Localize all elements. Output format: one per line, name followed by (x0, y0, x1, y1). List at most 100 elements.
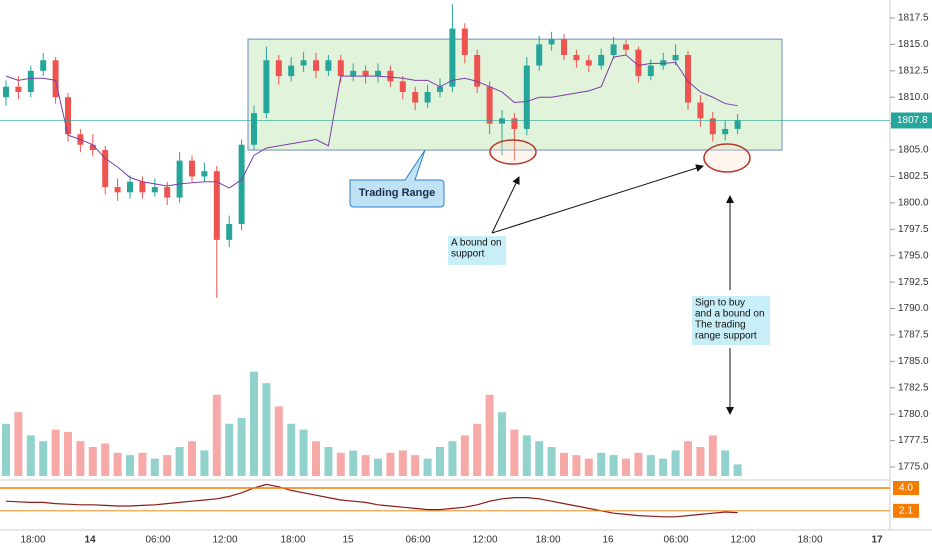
y-tick-label: 1797.5 (898, 224, 929, 235)
volume-bar (572, 455, 581, 476)
volume-bar (398, 450, 407, 476)
volume-bar (212, 394, 221, 476)
volume-bar (361, 455, 370, 476)
volume-bar (39, 441, 48, 476)
last-price-label: 1807.8 (897, 115, 928, 126)
candle-body (709, 118, 716, 135)
x-tick-label: 06:00 (663, 535, 688, 546)
candle-body (127, 181, 133, 193)
candle-body (176, 160, 183, 198)
candle-body (536, 44, 543, 66)
candle-body (573, 54, 580, 61)
candle-body (300, 60, 307, 66)
volume-bar (646, 455, 655, 476)
x-tick-label: 15 (342, 535, 354, 546)
volume-bar (188, 441, 196, 476)
y2-tick-label: 2.1 (899, 505, 913, 516)
candle-body (647, 65, 654, 77)
volume-bar (535, 441, 544, 476)
volume-bar (138, 452, 147, 476)
volume-bar (163, 455, 172, 476)
level-badge (893, 503, 919, 518)
candle-body (623, 44, 629, 50)
candle-body (362, 70, 369, 77)
candle-body (263, 60, 270, 114)
candle-body (114, 187, 121, 193)
candle-body (189, 160, 195, 177)
volume-bar (126, 455, 134, 476)
candle-body (598, 54, 605, 66)
y-tick-label: 1782.5 (898, 382, 929, 393)
volume-bar (262, 383, 271, 476)
volume-bar (708, 435, 717, 476)
y-tick-label: 1805.0 (898, 145, 929, 156)
y-tick-label: 1810.0 (898, 92, 929, 103)
annotation-text: support (451, 249, 485, 260)
x-tick-label: 18:00 (535, 535, 560, 546)
volume-bar (175, 447, 184, 476)
volume-bar (733, 464, 742, 476)
candle-body (474, 54, 481, 87)
x-tick-label: 06:00 (145, 535, 170, 546)
candle-body (585, 60, 592, 66)
volume-bar (560, 452, 568, 476)
candle-body (449, 28, 456, 87)
candle-body (350, 70, 357, 77)
annotation-box (692, 296, 770, 345)
volume-bar (386, 452, 395, 476)
volume-bar (721, 450, 730, 476)
volume-bar (76, 441, 85, 476)
volume-bar (14, 412, 23, 476)
y-tick-label: 1792.5 (898, 277, 929, 288)
arrow (491, 164, 704, 234)
candle-body (275, 60, 282, 77)
x-tick-label: 17 (871, 535, 883, 546)
x-tick-label: 12:00 (730, 535, 755, 546)
candle-body (337, 60, 344, 77)
annotation-text: and a bound on (695, 309, 765, 320)
annotation-box (448, 236, 506, 265)
volume-bar (423, 458, 432, 476)
candle-body (685, 54, 691, 103)
candle-body (15, 86, 22, 92)
candle-body (375, 70, 381, 77)
volume-bar (659, 458, 668, 476)
volume-bar (312, 441, 320, 476)
candle-body (52, 60, 59, 98)
volume-bar (634, 452, 643, 476)
candle-body (89, 144, 96, 151)
volume-bar (26, 435, 35, 476)
annotation-text: The trading (695, 320, 746, 331)
x-tick-label: 18:00 (280, 535, 305, 546)
candle-body (3, 86, 9, 98)
candle-body (40, 60, 47, 71)
volume-bar (2, 423, 10, 476)
volume-bar (113, 452, 122, 476)
y-tick-label: 1817.5 (898, 13, 929, 24)
arrow (491, 176, 520, 234)
candle-body (672, 54, 679, 61)
candle-body (325, 60, 332, 71)
candle-body (499, 118, 505, 124)
volume-bar (349, 450, 358, 476)
volume-bar (51, 429, 60, 476)
volume-bar (473, 423, 482, 476)
volume-bar (584, 458, 593, 476)
x-tick-label: 14 (84, 535, 96, 546)
candle-body (201, 171, 208, 177)
volume-bar (250, 371, 258, 476)
volume-bar (287, 423, 296, 476)
volume-bar (460, 435, 469, 476)
candle-body (722, 128, 729, 135)
ma-line (5, 54, 738, 189)
y-tick-label: 1800.0 (898, 198, 929, 209)
y2-tick-label: 4.0 (899, 483, 913, 494)
candle-body (561, 39, 567, 55)
volume-bar (684, 441, 692, 476)
candle-body (213, 171, 220, 240)
candle-body (486, 86, 493, 124)
volume-bar (436, 447, 444, 476)
candle-body (65, 97, 71, 135)
level-badge (893, 481, 919, 495)
